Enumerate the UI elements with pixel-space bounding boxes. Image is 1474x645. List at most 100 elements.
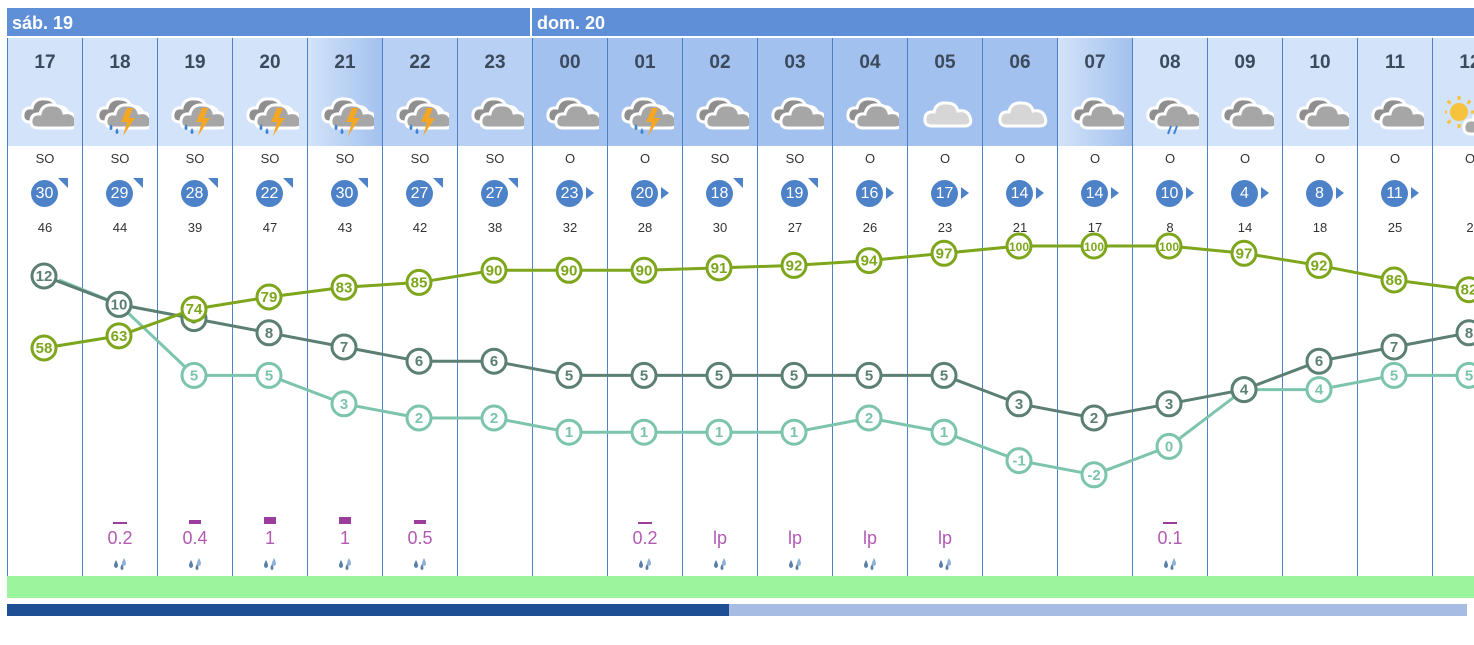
- dewpoint-point[interactable]: 4: [1305, 376, 1333, 404]
- precip-value: 0.1: [1157, 528, 1183, 548]
- cloud-icon: [770, 90, 829, 134]
- humidity-point[interactable]: 58: [30, 334, 58, 362]
- svg-text:2: 2: [490, 410, 498, 427]
- temperature-point[interactable]: 3: [1155, 390, 1183, 418]
- humidity-point[interactable]: 74: [180, 295, 208, 323]
- humidity-point[interactable]: 90: [480, 256, 508, 284]
- raindrops-icon: [786, 556, 806, 572]
- hour-label: 11: [1384, 52, 1406, 73]
- hour-column: 11 O 11 25: [1357, 38, 1432, 598]
- dewpoint-point[interactable]: 2: [405, 404, 433, 432]
- temperature-point[interactable]: 8: [1455, 319, 1474, 347]
- dewpoint-point[interactable]: 5: [1455, 361, 1474, 389]
- wind-arrow-icon: [133, 178, 143, 188]
- humidity-point[interactable]: 92: [1305, 251, 1333, 279]
- wind-arrow-icon: [1111, 187, 1119, 199]
- wind-direction: O: [864, 151, 876, 166]
- temperature-point[interactable]: 5: [930, 361, 958, 389]
- svg-text:1: 1: [715, 424, 723, 441]
- temperature-point[interactable]: 6: [405, 347, 433, 375]
- storm-icon: [320, 90, 379, 136]
- wind-arrow-icon: [1261, 187, 1269, 199]
- temperature-point[interactable]: 10: [105, 290, 133, 318]
- light-cloud-icon: [995, 90, 1049, 134]
- dewpoint-point[interactable]: 1: [630, 418, 658, 446]
- temperature-point[interactable]: 8: [255, 319, 283, 347]
- raindrops-icon: [1161, 556, 1181, 572]
- precip-value: lp: [862, 528, 877, 548]
- day-header: dom. 20: [532, 8, 1474, 36]
- temperature-point[interactable]: 5: [705, 361, 733, 389]
- temperature-point[interactable]: 3: [1005, 390, 1033, 418]
- temperature-point[interactable]: 2: [1080, 404, 1108, 432]
- dewpoint-point[interactable]: 1: [930, 418, 958, 446]
- dewpoint-point[interactable]: 2: [855, 404, 883, 432]
- dewpoint-point[interactable]: -1: [1005, 447, 1033, 475]
- humidity-point[interactable]: 92: [780, 251, 808, 279]
- temperature-point[interactable]: 5: [630, 361, 658, 389]
- humidity-point[interactable]: 63: [105, 322, 133, 350]
- wind-direction: SO: [35, 151, 55, 166]
- wind-gust: 8: [1166, 220, 1174, 235]
- temperature-point[interactable]: 6: [480, 347, 508, 375]
- hour-label: 23: [484, 52, 506, 73]
- temperature-point[interactable]: 12: [30, 262, 58, 290]
- humidity-point[interactable]: 86: [1380, 266, 1408, 294]
- temperature-point[interactable]: 6: [1305, 347, 1333, 375]
- humidity-point[interactable]: 94: [855, 247, 883, 275]
- temperature-point[interactable]: 4: [1230, 376, 1258, 404]
- humidity-point[interactable]: 83: [330, 273, 358, 301]
- hour-label: 12: [1459, 52, 1474, 73]
- humidity-point[interactable]: 82: [1455, 276, 1474, 304]
- scrollbar-thumb[interactable]: [7, 604, 729, 616]
- wind-arrow-icon: [1036, 187, 1044, 199]
- precip-value: lp: [787, 528, 802, 548]
- temperature-point[interactable]: 5: [780, 361, 808, 389]
- dewpoint-point[interactable]: 1: [705, 418, 733, 446]
- temperature-point[interactable]: 7: [330, 333, 358, 361]
- hour-column: 00 O 23 32: [532, 38, 607, 598]
- wind-speed-badge: 27: [406, 180, 433, 207]
- dewpoint-point[interactable]: 5: [1380, 361, 1408, 389]
- humidity-point[interactable]: 97: [1230, 239, 1258, 267]
- humidity-point[interactable]: 91: [705, 254, 733, 282]
- svg-text:4: 4: [1315, 382, 1324, 399]
- svg-text:-1: -1: [1012, 453, 1025, 470]
- wind-arrow-icon: [508, 178, 518, 188]
- wind-arrow-icon: [1186, 187, 1194, 199]
- hour-label: 00: [559, 52, 581, 73]
- dewpoint-point[interactable]: 1: [780, 418, 808, 446]
- hour-column: 20 SO 22 47 1: [232, 38, 307, 598]
- humidity-point[interactable]: 90: [555, 256, 583, 284]
- dewpoint-point[interactable]: 1: [555, 418, 583, 446]
- dewpoint-point[interactable]: 0: [1155, 432, 1183, 460]
- dewpoint-point[interactable]: 5: [180, 361, 208, 389]
- humidity-point[interactable]: 79: [255, 283, 283, 311]
- humidity-point[interactable]: 100: [1155, 232, 1183, 260]
- humidity-point[interactable]: 100: [1005, 232, 1033, 260]
- humidity-point[interactable]: 100: [1080, 232, 1108, 260]
- humidity-point[interactable]: 90: [630, 256, 658, 284]
- svg-text:7: 7: [1390, 339, 1398, 356]
- temperature-point[interactable]: 7: [1380, 333, 1408, 361]
- svg-text:1: 1: [565, 424, 573, 441]
- hour-label: 18: [109, 52, 131, 73]
- dewpoint-point[interactable]: 2: [480, 404, 508, 432]
- temperature-point[interactable]: 5: [555, 361, 583, 389]
- svg-text:1: 1: [640, 424, 648, 441]
- dewpoint-point[interactable]: 5: [255, 361, 283, 389]
- precip-bar: [638, 522, 652, 524]
- humidity-point[interactable]: 85: [405, 268, 433, 296]
- wind-arrow-icon: [661, 187, 669, 199]
- dewpoint-point[interactable]: -2: [1080, 461, 1108, 489]
- wind-arrow-icon: [886, 187, 894, 199]
- rain-icon: [1145, 90, 1204, 135]
- dewpoint-point[interactable]: 3: [330, 390, 358, 418]
- cloud-icon: [1295, 90, 1354, 134]
- precip-bar: [414, 520, 426, 524]
- humidity-point[interactable]: 97: [930, 239, 958, 267]
- temperature-point[interactable]: 5: [855, 361, 883, 389]
- wind-direction: O: [939, 151, 951, 166]
- forecast-table: 17 SO 30 46 18 SO 29 44 0.2 19 SO 28 39 0.4 20 SO 22 47 1 2…: [7, 8, 1474, 618]
- raindrops-icon: [861, 556, 881, 572]
